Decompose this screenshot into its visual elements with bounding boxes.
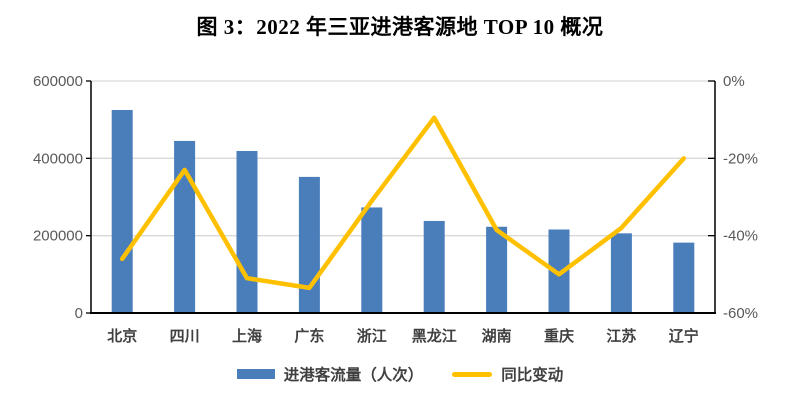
bar-辽宁 [673,242,695,313]
left-axis-tick-label: 200000 [33,228,83,245]
left-axis-tick-label: 400000 [33,150,83,167]
bar-重庆 [548,229,570,313]
bar-上海 [236,150,258,313]
bar-广东 [298,176,320,313]
bar-湖南 [486,226,508,313]
category-label-上海: 上海 [232,327,262,345]
bar-浙江 [361,207,383,313]
category-label-辽宁: 辽宁 [669,327,699,345]
left-axis-tick-label: 0 [75,305,83,322]
chart-title: 图 3：2022 年三亚进港客源地 TOP 10 概况 [196,15,604,39]
bar-北京 [111,110,133,313]
category-label-北京: 北京 [107,327,137,345]
trend-line [119,115,687,291]
left-axis-tick-label: 600000 [33,73,83,90]
chart-legend: 进港客流量（人次） 同比变动 [0,363,800,385]
bar-黑龙江 [423,220,445,313]
category-label-黑龙江: 黑龙江 [412,327,457,345]
category-label-湖南: 湖南 [482,327,512,345]
category-label-江苏: 江苏 [606,327,636,345]
line-series-label: 同比变动 [501,367,564,384]
bar-四川 [174,140,196,313]
category-label-浙江: 浙江 [357,327,387,345]
bar-series-swatch [236,369,275,379]
category-label-重庆: 重庆 [544,327,574,345]
right-axis-tick-label: -20% [723,150,758,167]
right-axis-tick-label: -40% [723,228,758,245]
bar-series-label: 进港客流量（人次） [283,367,424,384]
bar-江苏 [610,233,632,313]
category-label-广东: 广东 [294,327,324,345]
right-axis-tick-label: -60% [723,305,758,322]
right-axis-tick-label: 0% [723,73,745,90]
line-series-swatch [452,371,493,377]
category-label-四川: 四川 [170,328,200,345]
